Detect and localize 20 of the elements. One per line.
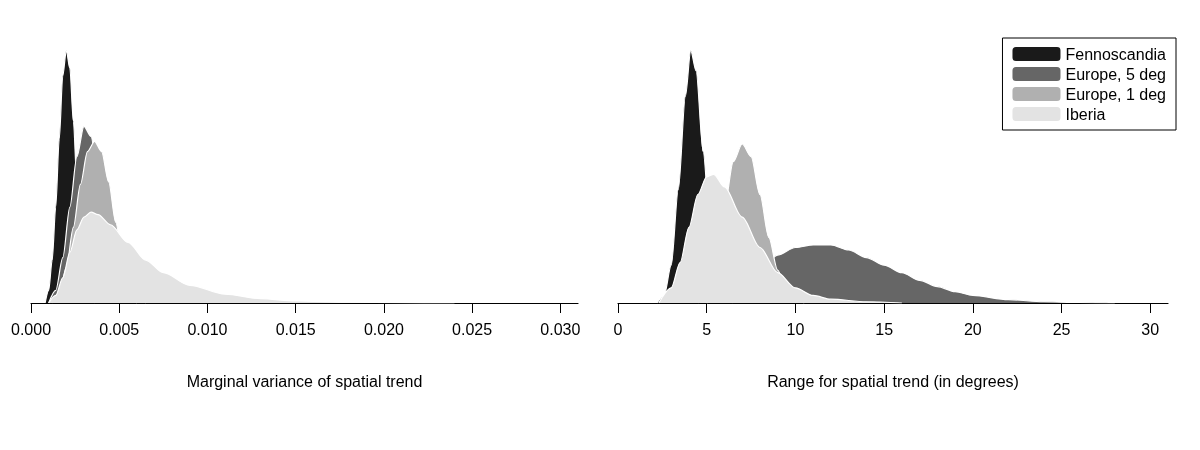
- x-tick-label: 25: [1052, 320, 1071, 338]
- legend-label: Europe, 5 deg: [1065, 65, 1167, 83]
- x-tick-label: 0.025: [452, 320, 493, 338]
- legend-label: Iberia: [1065, 105, 1106, 123]
- x-tick-label: 0.010: [187, 320, 228, 338]
- x-tick-label: 0.000: [11, 320, 52, 338]
- x-tick-label: 0.005: [99, 320, 140, 338]
- x-tick-label: 15: [875, 320, 894, 338]
- x-axis-title: Marginal variance of spatial trend: [186, 372, 423, 390]
- x-tick-label: 10: [786, 320, 805, 338]
- x-tick-label: 5: [702, 320, 712, 338]
- legend-label: Fennoscandia: [1065, 45, 1167, 63]
- x-tick-label: 0: [613, 320, 623, 338]
- x-tick-label: 0.030: [540, 320, 581, 338]
- legend-label: Europe, 1 deg: [1065, 85, 1167, 103]
- x-tick-label: 30: [1141, 320, 1160, 338]
- x-tick-label: 20: [963, 320, 982, 338]
- x-tick-label: 0.020: [363, 320, 405, 338]
- x-axis-title: Range for spatial trend (in degrees): [767, 372, 1019, 390]
- x-tick-label: 0.015: [275, 320, 316, 338]
